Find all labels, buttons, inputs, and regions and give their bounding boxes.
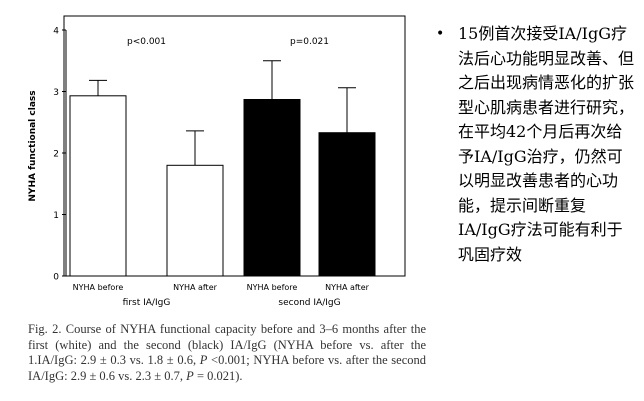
caption-text-3: = 0.021).	[196, 368, 243, 383]
group-label: first IA/IgG	[123, 298, 171, 308]
caption-text-2: <0.001; NYHA before vs. after the second…	[28, 353, 427, 383]
bar	[318, 132, 376, 277]
group-label: second IA/IgG	[278, 298, 340, 308]
caption-p-symbol-2: P	[186, 368, 194, 383]
p-value-label: p<0.001	[127, 37, 166, 47]
y-axis-label: NYHA functional class	[28, 90, 38, 201]
x-axis-labels: NYHA before NYHA after NYHA before NYHA aft…	[73, 283, 370, 308]
y-tick-label: 2	[53, 150, 59, 160]
nyha-bar-chart: 0 1 2 3 4 NYHA functional class p<0.001 p=0.0…	[28, 15, 406, 308]
x-tick-label: NYHA before	[247, 283, 298, 292]
y-tick-label: 1	[53, 211, 59, 221]
bar	[243, 98, 301, 277]
x-tick-label: NYHA after	[173, 283, 218, 292]
caption-text: Fig. 2. Course of NYHA functional capaci…	[28, 322, 426, 367]
y-axis: 0 1 2 3 4	[53, 27, 67, 283]
x-tick-label: NYHA before	[73, 283, 124, 292]
y-tick-label: 0	[53, 273, 59, 283]
x-tick-label: NYHA after	[325, 283, 370, 292]
y-tick-label: 3	[53, 88, 59, 98]
side-note: • 15例首次接受IA/IgG疗法后心功能明显改善、但之后出现病情恶化的扩张型心…	[436, 22, 636, 267]
caption-p-symbol: P	[199, 353, 208, 367]
bar	[166, 164, 224, 277]
bullet-icon: •	[436, 26, 445, 42]
y-tick-label: 4	[53, 27, 59, 37]
bar	[69, 95, 127, 277]
figure-caption: Fig. 2. Course of NYHA functional capaci…	[28, 322, 426, 384]
side-note-text: 15例首次接受IA/IgG疗法后心功能明显改善、但之后出现病情恶化的扩张型心肌病…	[458, 24, 635, 264]
bars: p<0.001 p=0.021	[69, 37, 376, 277]
p-value-label: p=0.021	[290, 37, 329, 47]
